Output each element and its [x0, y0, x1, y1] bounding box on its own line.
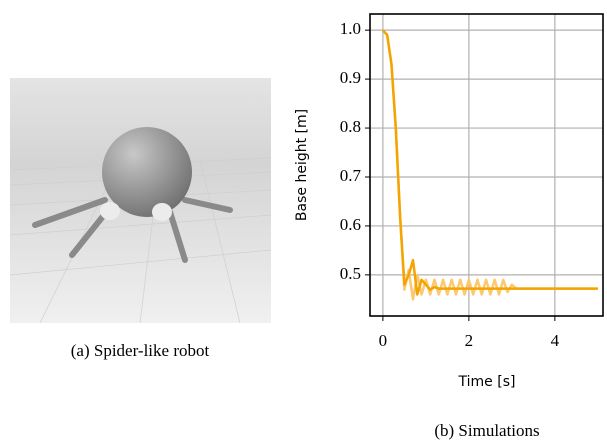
- y-tick-label: 0.5: [340, 264, 361, 283]
- x-tick-label: 2: [465, 331, 474, 350]
- y-tick-label: 0.6: [340, 215, 361, 234]
- y-tick-label: 0.7: [340, 166, 362, 185]
- y-tick-label: 0.8: [340, 117, 361, 136]
- caption: (a) Spider-like robot: [71, 341, 210, 360]
- axes-frame: [369, 13, 604, 317]
- x-tick-label: 4: [551, 331, 560, 350]
- y-axis-label: Base height [m]: [294, 109, 310, 221]
- x-axis-label: Time [s]: [458, 374, 516, 390]
- y-tick-label: 0.9: [340, 68, 361, 87]
- line-series: [381, 29, 598, 296]
- caption: (b) Simulations: [434, 421, 539, 440]
- x-tick-label: 0: [379, 331, 388, 350]
- y-tick-label: 1.0: [340, 19, 361, 38]
- line-series: [381, 29, 598, 301]
- robot-image: [9, 78, 272, 324]
